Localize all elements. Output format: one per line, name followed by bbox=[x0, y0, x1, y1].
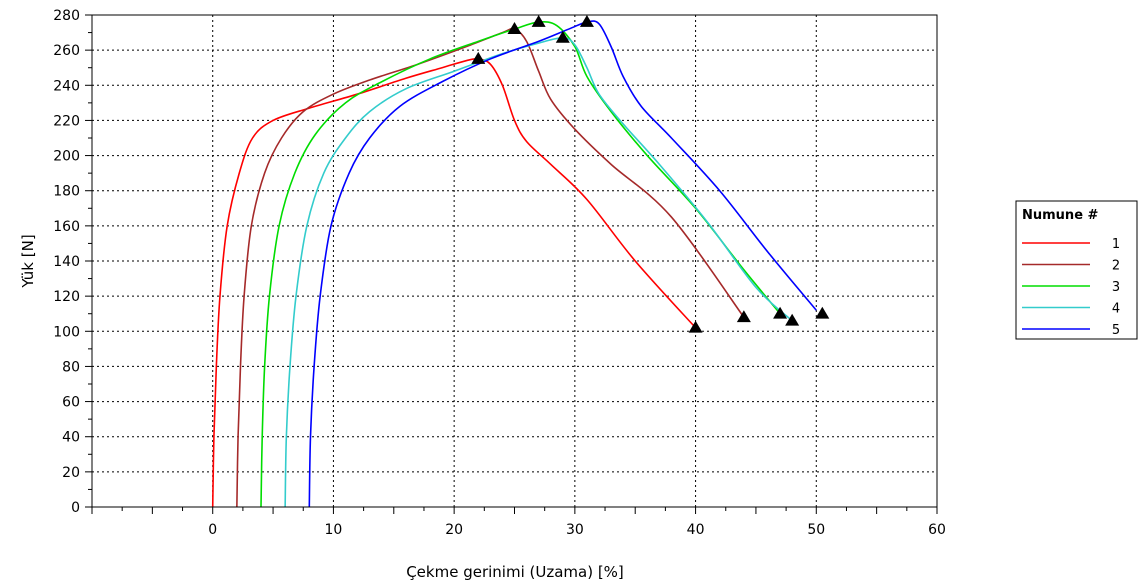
peak-marker-3 bbox=[531, 15, 546, 27]
y-axis-title: Yük [N] bbox=[19, 234, 37, 288]
y-tick-label: 200 bbox=[53, 149, 80, 165]
y-tick-label: 160 bbox=[53, 219, 80, 235]
end-marker-5 bbox=[815, 306, 830, 319]
peak-marker-5 bbox=[579, 15, 594, 27]
y-axis-ticks: 0 20 40 60 80 100 120 140 160 180 200 220 240 260 280 bbox=[53, 8, 92, 516]
x-tick-label: 40 bbox=[687, 522, 705, 538]
legend-label-3: 3 bbox=[1112, 280, 1120, 295]
y-tick-label: 280 bbox=[53, 8, 80, 24]
y-tick-label: 220 bbox=[53, 113, 80, 129]
grid bbox=[92, 15, 938, 507]
peak-marker-1 bbox=[471, 51, 486, 64]
end-marker-2 bbox=[736, 310, 751, 323]
y-tick-label: 100 bbox=[53, 324, 80, 340]
x-axis-ticks: 0 10 20 30 40 50 60 bbox=[91, 507, 946, 538]
end-marker-4 bbox=[785, 313, 800, 326]
legend-label-4: 4 bbox=[1112, 302, 1120, 317]
y-tick-label: 240 bbox=[53, 78, 80, 94]
series-line-5 bbox=[308, 20, 817, 508]
y-tick-label: 140 bbox=[53, 254, 80, 270]
y-tick-label: 60 bbox=[62, 395, 80, 411]
x-tick-label: 10 bbox=[325, 522, 343, 538]
x-tick-label: 30 bbox=[566, 522, 584, 538]
legend-label-5: 5 bbox=[1112, 323, 1120, 338]
legend-label-2: 2 bbox=[1112, 259, 1120, 274]
y-tick-label: 0 bbox=[71, 500, 80, 516]
y-tick-label: 80 bbox=[62, 359, 80, 375]
x-tick-label: 60 bbox=[928, 522, 946, 538]
y-tick-label: 180 bbox=[53, 184, 80, 200]
series-line-3 bbox=[260, 20, 781, 508]
peak-marker-4 bbox=[555, 30, 570, 43]
y-tick-label: 20 bbox=[62, 465, 80, 481]
legend-label-1: 1 bbox=[1112, 237, 1120, 252]
peak-marker-2 bbox=[507, 22, 522, 34]
end-marker-1 bbox=[688, 320, 703, 333]
series-line-1 bbox=[211, 57, 697, 508]
y-tick-label: 120 bbox=[53, 289, 80, 305]
x-tick-label: 20 bbox=[445, 522, 463, 538]
legend-title: Numune # bbox=[1022, 208, 1099, 223]
legend: Numune # 1 2 3 4 5 bbox=[1015, 200, 1138, 340]
x-axis-title: Çekme gerinimi (Uzama) [%] bbox=[406, 563, 624, 581]
legend-entries: 1 2 3 4 5 bbox=[1022, 237, 1120, 338]
markers-group bbox=[471, 15, 830, 333]
x-tick-label: 0 bbox=[208, 522, 217, 538]
y-tick-label: 260 bbox=[53, 43, 80, 59]
legend-box bbox=[1015, 200, 1138, 340]
y-tick-label: 40 bbox=[62, 430, 80, 446]
series-group bbox=[211, 20, 817, 508]
end-marker-3 bbox=[773, 306, 788, 319]
x-tick-label: 50 bbox=[807, 522, 825, 538]
